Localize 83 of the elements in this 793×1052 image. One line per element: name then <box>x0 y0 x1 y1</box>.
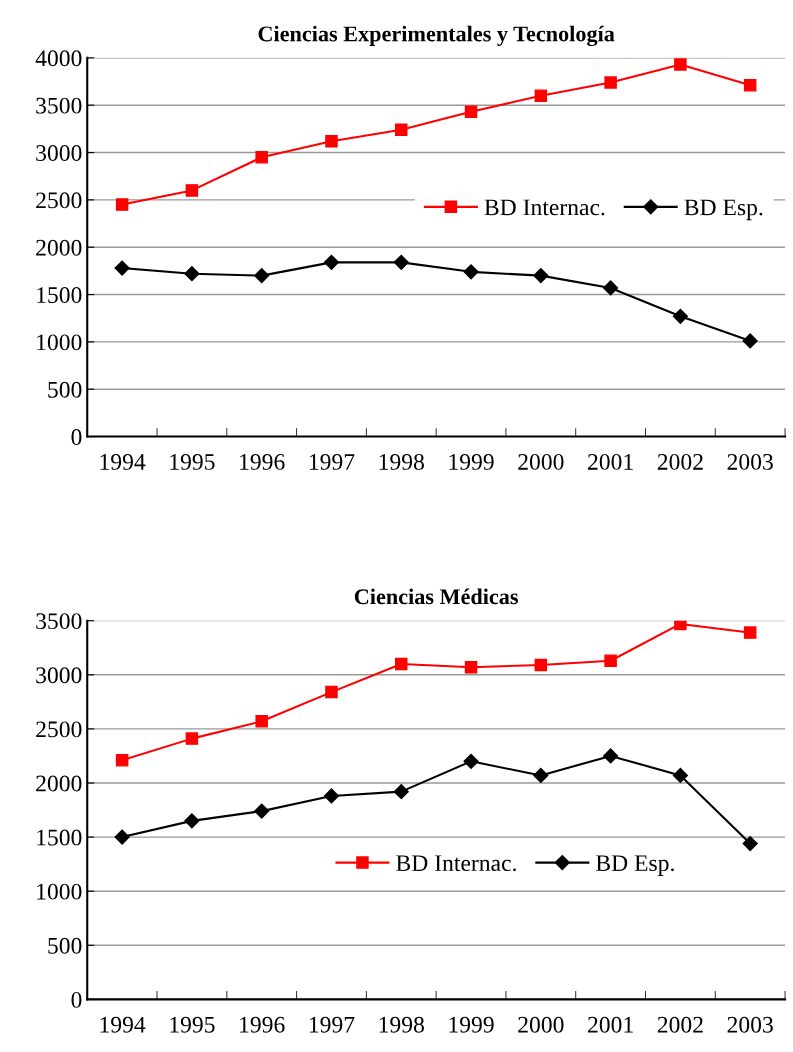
y-tick-label: 1500 <box>37 829 82 846</box>
point <box>395 657 408 671</box>
point <box>603 280 619 296</box>
point <box>185 184 199 197</box>
x-tick-label: 2001 <box>588 1016 633 1033</box>
x-tick-label: 1997 <box>309 1016 355 1033</box>
point <box>325 685 338 699</box>
point <box>114 829 130 845</box>
x-tick-label: 2003 <box>727 453 773 470</box>
x-tick-label: 2000 <box>518 453 564 470</box>
point <box>674 58 687 71</box>
point <box>323 254 340 270</box>
point <box>115 754 129 767</box>
x-tick-label: 1995 <box>170 454 215 470</box>
y-tick-label: 3000 <box>36 145 82 161</box>
legend-label: BD Internac. <box>396 855 516 872</box>
point <box>254 268 270 284</box>
y-tick-label: 2500 <box>36 192 82 209</box>
y-tick-label: 2000 <box>36 239 82 256</box>
point <box>672 308 688 324</box>
point <box>255 151 268 164</box>
point <box>464 660 478 674</box>
point <box>393 254 409 270</box>
point <box>534 89 548 102</box>
legend-label: BD Internac. <box>484 199 605 216</box>
x-tick-label: 1999 <box>449 1016 494 1033</box>
point <box>185 732 199 745</box>
x-tick-label: 1997 <box>309 454 355 470</box>
point <box>533 268 549 284</box>
x-tick-label: 1999 <box>449 454 494 470</box>
point <box>114 260 130 276</box>
y-tick-label: 3500 <box>36 97 82 114</box>
y-tick-label: 0 <box>71 429 82 445</box>
y-tick-label: 1500 <box>37 287 82 303</box>
point <box>604 76 617 89</box>
point <box>323 788 340 804</box>
point <box>463 753 479 769</box>
point <box>393 784 409 800</box>
x-tick-label: 2002 <box>657 1016 703 1033</box>
x-tick-label: 1994 <box>100 454 146 470</box>
y-tick-label: 0 <box>71 991 82 1008</box>
legend-label: BD Esp. <box>684 199 763 221</box>
y-tick-label: 3000 <box>36 667 82 684</box>
x-tick-label: 2001 <box>588 453 633 470</box>
point <box>604 654 617 667</box>
point <box>533 767 549 783</box>
point <box>325 134 338 148</box>
y-tick-label: 3500 <box>36 613 82 630</box>
point <box>674 620 687 631</box>
x-tick-label: 1998 <box>379 453 424 470</box>
y-tick-label: 4000 <box>35 50 82 67</box>
y-tick-label: 500 <box>48 381 82 398</box>
x-tick-label: 1998 <box>379 1016 424 1033</box>
y-tick-label: 2000 <box>36 775 82 792</box>
point <box>395 123 408 137</box>
point <box>254 803 270 819</box>
point <box>742 836 758 852</box>
y-tick-label: 1000 <box>37 334 82 351</box>
x-tick-label: 2002 <box>657 453 703 470</box>
point <box>115 198 129 211</box>
point <box>463 264 479 280</box>
point <box>255 715 268 728</box>
x-tick-label: 1996 <box>240 454 285 470</box>
x-tick-label: 2003 <box>727 1016 773 1033</box>
point <box>184 266 200 282</box>
point <box>184 813 200 829</box>
y-tick-label: 1000 <box>37 883 82 900</box>
point <box>603 748 619 764</box>
point <box>743 626 757 639</box>
point <box>742 333 758 349</box>
point <box>672 767 688 783</box>
point <box>464 105 478 119</box>
x-tick-label: 2000 <box>518 1016 564 1033</box>
x-tick-label: 1996 <box>240 1016 285 1033</box>
x-tick-label: 1994 <box>100 1016 146 1033</box>
point <box>743 79 757 92</box>
chart-title: Ciencias Experimentales y Tecnología <box>258 25 615 47</box>
chart-title: Ciencias Médicas <box>354 588 518 605</box>
x-tick-label: 1995 <box>170 1016 215 1033</box>
y-tick-label: 2500 <box>36 721 82 738</box>
legend-label: BD Esp. <box>596 855 674 876</box>
point <box>534 658 548 672</box>
y-tick-label: 500 <box>48 937 82 954</box>
